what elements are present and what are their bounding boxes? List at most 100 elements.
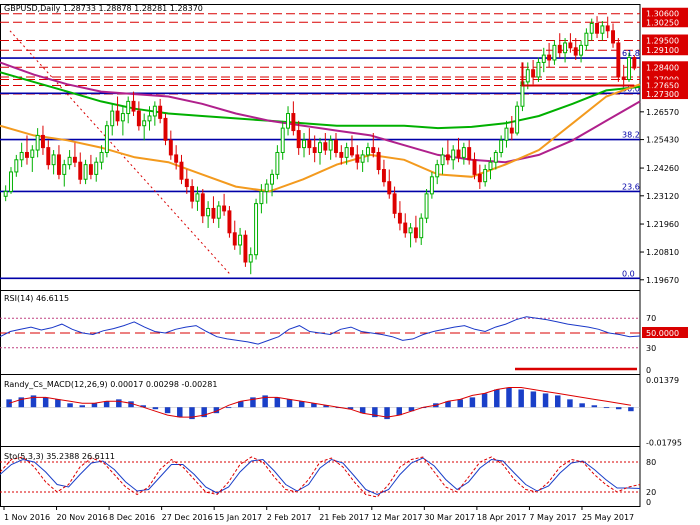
candle-body xyxy=(467,147,472,161)
candle-body xyxy=(525,69,530,83)
fibo-label: 0.0 xyxy=(622,269,635,278)
candle-body xyxy=(216,205,221,219)
macd-bar xyxy=(457,399,463,408)
candle-body xyxy=(51,154,56,166)
candle-body xyxy=(126,100,131,115)
candle-body xyxy=(381,169,386,183)
candle-body xyxy=(248,254,253,263)
price-tag xyxy=(642,7,688,19)
macd-bar xyxy=(530,391,537,408)
candle-body xyxy=(350,147,354,156)
candle-body xyxy=(296,130,301,149)
macd-bar xyxy=(201,407,207,418)
candle-body xyxy=(621,76,626,80)
candle-body xyxy=(483,169,488,183)
macd-bar xyxy=(30,395,37,408)
candle-body xyxy=(509,127,514,134)
candle-body xyxy=(131,100,136,112)
macd-signal-line xyxy=(8,387,631,418)
candle-body xyxy=(222,205,227,212)
price-tag xyxy=(642,73,688,85)
candle-body xyxy=(56,154,61,175)
rsi-label: RSI(14) 46.6115 xyxy=(4,294,69,303)
candle-body xyxy=(589,22,594,34)
candle-body xyxy=(536,61,541,78)
stoch-label: Sto(5,3,3) 35.2388 26.6111 xyxy=(4,452,115,461)
macd-bar xyxy=(481,393,488,408)
price-tick-label: 1.24260 xyxy=(646,164,679,173)
macd-bar xyxy=(372,407,378,418)
candle-body xyxy=(142,120,147,127)
candle-body xyxy=(563,42,568,54)
candle-body xyxy=(88,164,93,175)
candle-body xyxy=(19,151,24,161)
candle-body xyxy=(280,127,285,153)
macd-bar xyxy=(225,407,232,409)
candle-body xyxy=(291,113,296,132)
candle-body xyxy=(318,142,322,153)
candle-body xyxy=(627,57,631,80)
macd-bar xyxy=(67,403,73,408)
candle-body xyxy=(424,193,429,219)
macd-bar xyxy=(311,403,317,408)
candle-body xyxy=(600,25,605,34)
candle-body xyxy=(195,193,200,202)
rsi-line xyxy=(0,316,641,345)
candle-body xyxy=(104,125,109,153)
candle-body xyxy=(72,156,77,163)
stoch-k-line xyxy=(0,456,641,498)
candle-body xyxy=(238,234,243,246)
candle-body xyxy=(435,164,440,178)
candle-body xyxy=(477,173,482,183)
price-tick-label: 1.27300 xyxy=(646,90,679,99)
macd-bar xyxy=(628,407,634,412)
rsi-tick-label: 50.0000 xyxy=(646,329,679,338)
candle-body xyxy=(504,127,509,141)
stoch-tick-label: 20 xyxy=(646,488,656,497)
candle-body xyxy=(307,139,312,149)
macd-bar xyxy=(298,401,305,408)
candle-body xyxy=(46,147,51,166)
symbol-header: GBPUSD,Daily 1.28733 1.28878 1.28281 1.2… xyxy=(4,4,203,13)
candle-body xyxy=(270,173,275,185)
x-tick-label: 15 Jan 2017 xyxy=(214,513,262,522)
rsi-tag xyxy=(642,327,688,338)
candle-body xyxy=(616,42,621,78)
candle-body xyxy=(632,57,637,69)
macd-bar xyxy=(518,389,524,408)
macd-bar xyxy=(469,397,476,408)
macd-bar xyxy=(494,389,500,408)
candle-body xyxy=(408,227,413,234)
candle-body xyxy=(158,105,163,119)
price-tick-label: 1.29100 xyxy=(646,46,679,55)
candle-body xyxy=(35,134,40,151)
candle-body xyxy=(584,32,589,46)
price-tick-label: 1.29500 xyxy=(646,37,679,46)
macd-bar xyxy=(128,401,134,408)
macd-bar xyxy=(384,407,390,420)
candle-body xyxy=(515,105,520,134)
candle-body xyxy=(94,161,99,175)
candle-body xyxy=(365,147,370,156)
candle-body xyxy=(360,154,365,163)
candle-body xyxy=(152,105,157,117)
price-tag xyxy=(642,16,688,28)
macd-bar xyxy=(347,407,354,410)
candle-body xyxy=(30,149,35,158)
candle-body xyxy=(557,44,562,54)
candle-body xyxy=(445,154,450,161)
candle-body xyxy=(456,149,461,158)
macd-bar xyxy=(274,397,281,408)
x-tick-label: 25 May 2017 xyxy=(582,513,634,522)
x-tick-label: 21 Feb 2017 xyxy=(319,513,369,522)
candle-body xyxy=(392,193,397,214)
candle-body xyxy=(493,151,498,163)
macd-bar xyxy=(615,407,622,410)
candle-body xyxy=(323,142,328,151)
fibo-label: 23.6 xyxy=(622,182,640,191)
candle-body xyxy=(419,217,424,239)
candle-body xyxy=(120,113,125,122)
macd-bar xyxy=(567,399,573,408)
x-tick-label: 27 Dec 2016 xyxy=(162,513,213,522)
